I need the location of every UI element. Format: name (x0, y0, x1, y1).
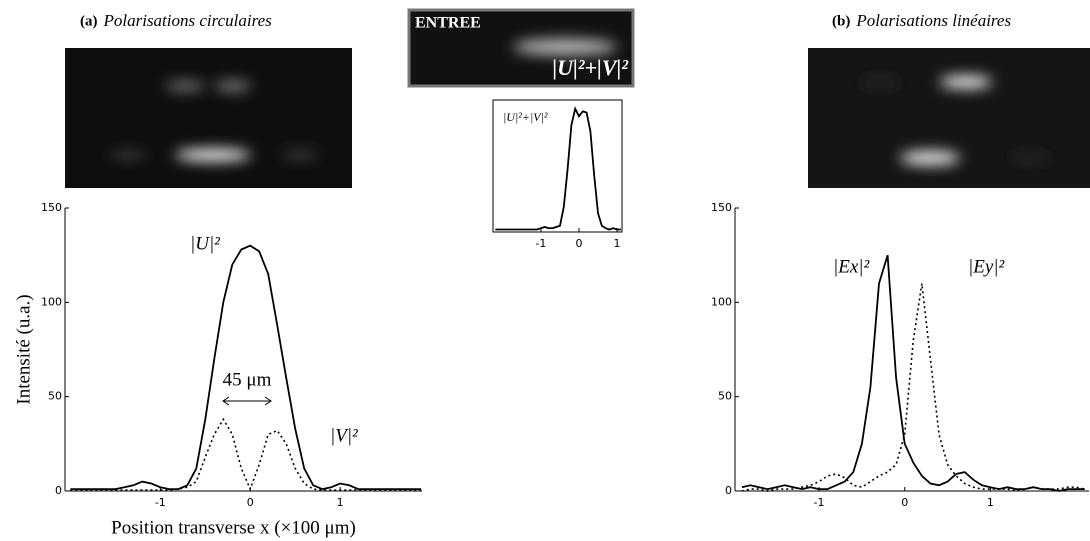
panel-label: (a) (80, 13, 98, 29)
x-axis-label: Position transverse x (×100 μm) (111, 517, 356, 538)
series-label: |U|²+|V|² (503, 110, 548, 124)
x-tick-label: -1 (814, 496, 825, 509)
y-tick-label: 50 (718, 390, 732, 403)
series-label: |V|² (330, 425, 358, 446)
image-label: |U|²+|V|² (552, 55, 628, 80)
image-circular (65, 48, 352, 188)
x-tick-label: 0 (576, 237, 583, 250)
series-label: |Ey|² (968, 256, 1004, 277)
y-axis-label: Intensité (u.a.) (13, 294, 34, 404)
series-line (741, 254, 1085, 492)
y-tick-label: 0 (725, 484, 732, 497)
series-line (741, 283, 1085, 492)
x-tick-label: 1 (614, 237, 621, 250)
y-tick-label: 100 (711, 295, 732, 308)
plot-frame (492, 99, 623, 233)
series-line (70, 417, 422, 492)
series-label: |Ex|² (833, 256, 869, 277)
panel-label: (b) (832, 13, 850, 29)
y-tick-label: 50 (48, 390, 62, 403)
x-tick-label: 0 (247, 496, 254, 509)
series-line (495, 106, 621, 231)
y-tick-label: 150 (41, 201, 62, 214)
x-tick-label: 1 (337, 496, 344, 509)
x-tick-label: -1 (155, 496, 166, 509)
x-tick-label: -1 (535, 237, 546, 250)
series-line (70, 244, 422, 491)
chart-title: Polarisations linéaires (855, 11, 1011, 30)
series-label: |U|² (190, 233, 220, 254)
chart-title: ENTREE (415, 15, 481, 32)
y-tick-label: 0 (55, 484, 62, 497)
y-tick-label: 100 (41, 295, 62, 308)
image-input (407, 8, 635, 88)
chart-title: Polarisations circulaires (103, 11, 273, 30)
y-tick-label: 150 (711, 201, 732, 214)
annotation-arrow (222, 396, 272, 406)
x-tick-label: 1 (987, 496, 994, 509)
x-tick-label: 0 (901, 496, 908, 509)
annotation: 45 μm (223, 369, 272, 390)
image-linear (808, 48, 1090, 188)
